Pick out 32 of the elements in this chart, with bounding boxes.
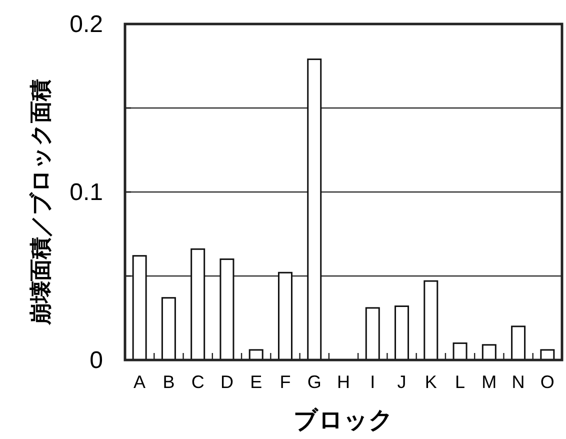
x-tick-label: L [455,372,466,392]
x-tick-label: I [370,372,376,392]
bar [424,280,438,361]
bar [394,305,410,361]
x-tick-label: H [337,372,350,392]
bar [161,297,176,361]
x-tick-label: E [250,372,262,392]
x-axis-title: ブロック [294,407,394,434]
x-tick-label: O [540,372,554,392]
bar [452,342,468,361]
bar [132,255,147,361]
y-tick-label: 0.1 [70,179,103,206]
x-tick-label: D [220,372,234,392]
x-tick-label: J [397,372,406,392]
x-tick-label: C [191,372,204,392]
bar [190,248,206,361]
bar [365,307,380,361]
y-axis-title: 崩壊面積／ブロック面積 [28,79,53,326]
x-tick-label: A [134,372,146,392]
bar [278,272,292,361]
x-tick-label: N [512,372,525,392]
x-tick-label: K [424,372,437,392]
y-tick-label: 0 [90,347,103,374]
y-tick-label: 0.2 [70,11,103,38]
bar [220,258,234,361]
bar [307,58,322,361]
x-tick-label: F [280,372,291,392]
x-tick-label: M [482,372,497,392]
bar [511,326,526,361]
x-tick-label: B [162,372,175,392]
x-tick-label: G [307,372,322,392]
bar [482,344,496,361]
